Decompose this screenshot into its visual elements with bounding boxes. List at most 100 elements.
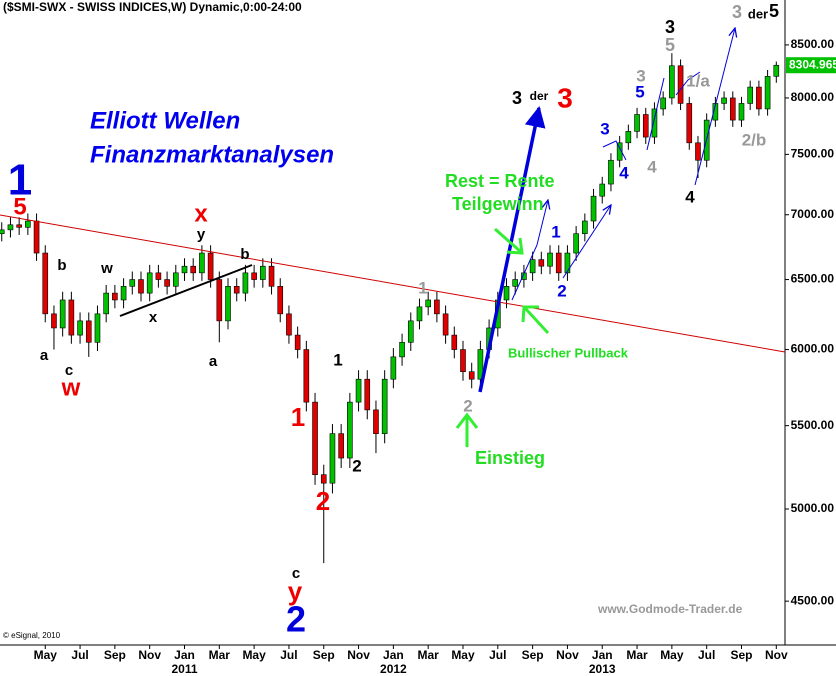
- wave-annotation: 3: [732, 2, 742, 22]
- x-tick-label: Jul: [280, 648, 297, 662]
- wave-annotation: w: [61, 374, 81, 401]
- x-tick-label: Jul: [489, 648, 506, 662]
- wave-annotation: 2: [557, 281, 566, 300]
- wave-annotation: 3: [665, 17, 675, 37]
- candle-body: [207, 252, 214, 280]
- chart-title: ($SMI-SWX - SWISS INDICES,W) Dynamic,0:0…: [3, 0, 302, 14]
- candle-body: [146, 272, 153, 294]
- wave-annotation: 4: [685, 187, 695, 206]
- wave-annotation: 3: [512, 88, 522, 108]
- candle-body: [773, 64, 780, 77]
- candle-body: [764, 76, 771, 110]
- y-tick-label: 6500.00: [791, 272, 835, 286]
- x-tick-label: Jul: [698, 648, 715, 662]
- candle-body: [94, 313, 101, 343]
- wave-annotation: 1: [551, 222, 560, 241]
- year-label: 2012: [380, 662, 407, 676]
- candle-body: [399, 341, 405, 358]
- wave-annotation: w: [100, 260, 113, 277]
- wave-annotation: 1: [8, 156, 32, 205]
- candle-body: [260, 265, 266, 280]
- candle-body: [16, 224, 22, 228]
- y-tick-label: 8500.00: [791, 37, 835, 51]
- wedge-line: [119, 264, 253, 317]
- candle-body: [660, 97, 666, 110]
- x-tick-label: Jan: [592, 648, 613, 662]
- wave-annotation: y: [197, 226, 206, 243]
- candle-body: [555, 252, 562, 274]
- candle-body: [573, 233, 579, 254]
- candle-body: [329, 433, 336, 484]
- headline: Elliott Wellen: [90, 107, 240, 134]
- candle-body: [625, 131, 632, 144]
- wave-annotation: 4: [619, 163, 629, 182]
- candle-body: [729, 97, 736, 121]
- candle-body: [381, 378, 388, 434]
- x-tick-label: Sep: [104, 648, 126, 662]
- wave-annotation: Bullischer Pullback: [508, 345, 629, 360]
- candle-body: [669, 65, 675, 99]
- copyright: © eSignal, 2010: [3, 631, 61, 640]
- candle-body: [747, 86, 753, 104]
- wave-arrow: [562, 205, 611, 279]
- wave-arrow: [694, 28, 735, 186]
- wave-annotation: 5: [665, 35, 675, 55]
- x-tick-label: Mar: [626, 648, 648, 662]
- wave-annotation: x: [194, 200, 208, 227]
- candle-body: [216, 279, 223, 322]
- x-tick-label: Sep: [730, 648, 752, 662]
- candle-body: [442, 313, 449, 336]
- candle-body: [373, 409, 379, 434]
- candle-body: [155, 272, 162, 280]
- wave-annotation: 3: [557, 82, 573, 113]
- wave-annotation: 2: [286, 599, 306, 640]
- candle-body: [268, 265, 275, 287]
- candle-body: [416, 306, 423, 322]
- candle-body: [338, 433, 344, 459]
- candle-body: [42, 252, 49, 315]
- candle-body: [77, 320, 83, 336]
- wave-annotation: x: [149, 309, 158, 326]
- x-tick-label: Nov: [765, 648, 788, 662]
- wave-annotation: 3: [636, 66, 645, 85]
- wave-annotation: Einstieg: [475, 448, 545, 468]
- candle-body: [434, 299, 440, 315]
- x-tick-label: May: [34, 648, 58, 662]
- x-tick-label: Nov: [556, 648, 579, 662]
- year-label: 2013: [589, 662, 616, 676]
- wave-annotation: 1: [418, 278, 427, 297]
- wave-annotation: 1: [291, 402, 305, 432]
- headline: Finanzmarktanalysen: [90, 141, 334, 168]
- candle-body: [355, 378, 362, 403]
- y-tick-label: 7000.00: [791, 207, 835, 221]
- candle-body: [642, 114, 649, 138]
- x-tick-label: Jul: [71, 648, 88, 662]
- wave-annotation: a: [40, 347, 49, 364]
- candle-body: [320, 474, 327, 484]
- candle-body: [59, 299, 66, 329]
- year-label: 2011: [171, 662, 197, 676]
- candle-body: [0, 229, 5, 234]
- candle-body: [68, 299, 75, 336]
- candle-body: [233, 286, 240, 294]
- candle-body: [181, 265, 188, 274]
- candle-body: [120, 286, 127, 301]
- candle-body: [103, 292, 109, 315]
- candle-body: [651, 108, 658, 138]
- candle-body: [251, 272, 257, 280]
- wave-annotation: c: [65, 362, 73, 379]
- green-arrows: [455, 227, 550, 447]
- wave-annotation: 4: [647, 157, 657, 176]
- wave-annotation: 2: [316, 486, 330, 516]
- wave-annotation: 5: [635, 82, 644, 101]
- candle-body: [242, 272, 249, 294]
- candle-body: [390, 356, 397, 380]
- wave-annotation: Teilgewinn: [452, 194, 544, 214]
- x-tick-label: Nov: [138, 648, 161, 662]
- wave-annotation: 2/b: [742, 130, 767, 149]
- candle-body: [686, 103, 693, 144]
- x-tick-label: Sep: [313, 648, 335, 662]
- wave-annotation: b: [240, 246, 249, 263]
- y-tick-label: 7500.00: [791, 147, 835, 161]
